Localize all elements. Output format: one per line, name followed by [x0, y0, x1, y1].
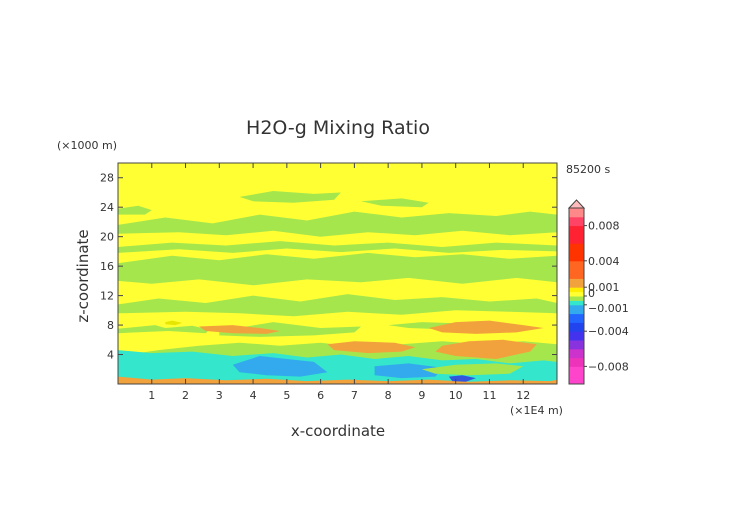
colorbar-band [569, 225, 584, 244]
plot-frame [117, 162, 558, 385]
x-tick-label: 10 [449, 389, 463, 402]
y-tick-label: 8 [107, 319, 114, 332]
colorbar-band [569, 331, 584, 341]
contour-region-6 [118, 241, 557, 253]
contour-regions [118, 191, 557, 384]
x-tick-label: 6 [317, 389, 324, 402]
colorbar-band [569, 366, 584, 385]
chart-title: H2O-g Mixing Ratio [246, 117, 430, 139]
colorbar-band [569, 278, 584, 288]
x-axis-label: x-coordinate [291, 422, 385, 440]
x-tick-label: 8 [385, 389, 392, 402]
x-tick-label: 12 [516, 389, 530, 402]
colorbar-band [569, 300, 584, 306]
x-tick-label: 7 [351, 389, 358, 402]
colorbar-tick-label: 0.001 [588, 281, 620, 294]
contour-region-14 [421, 363, 524, 376]
x-axis-ticks: 1 2 3 4 5 6 7 8 9 10 11 12 [148, 163, 530, 402]
contour-region-20 [165, 320, 183, 326]
colorbar-band [569, 216, 584, 227]
y-tick-label: 24 [100, 201, 114, 214]
colorbar-band [569, 313, 584, 323]
y-tick-label: 4 [107, 349, 114, 362]
contour-region-7 [239, 191, 341, 203]
colorbar-band [569, 296, 584, 301]
colorbar-band [569, 348, 584, 359]
colorbar-tick-label: 0.008 [588, 220, 620, 233]
contour-region-16 [327, 341, 416, 354]
colorbar-band [569, 260, 584, 279]
contour-region-15 [199, 325, 281, 334]
contour-region-18 [428, 320, 544, 334]
contour-region-5 [118, 211, 557, 237]
colorbar-tick-label: −0.008 [588, 360, 629, 373]
contour-region-3 [118, 294, 557, 317]
y-tick-label: 16 [100, 260, 114, 273]
x-tick-label: 5 [283, 389, 290, 402]
x-tick-label: 3 [216, 389, 223, 402]
contour-region-4 [118, 252, 557, 286]
x-tick-label: 11 [482, 389, 496, 402]
contour-region-19 [118, 376, 557, 384]
y-tick-label: 28 [100, 172, 114, 185]
colorbar-band [569, 287, 584, 293]
y-unit-label: (×1000 m) [57, 139, 117, 152]
plot-area [117, 162, 558, 385]
colorbar-tick-label: −0.001 [588, 302, 629, 315]
colorbar-tick-label: 0 [588, 287, 595, 300]
contour-region-0 [118, 325, 210, 334]
contour-region-12 [232, 356, 328, 377]
time-label: 85200 s [566, 163, 610, 176]
x-tick-label: 4 [250, 389, 257, 402]
contour-region-8 [361, 198, 429, 208]
colorbar-extend-arrow [567, 199, 586, 209]
colorbar-band [569, 340, 584, 350]
colorbar-band [569, 208, 584, 218]
y-tick-label: 20 [100, 231, 114, 244]
colorbar-tick-label: 0.004 [588, 255, 620, 268]
contour-region-11 [118, 350, 557, 384]
x-unit-label: (×1E4 m) [510, 404, 563, 417]
x-tick-label: 1 [148, 389, 155, 402]
contour-region-13 [374, 363, 443, 379]
colorbar-band [569, 357, 584, 367]
x-tick-label: 2 [182, 389, 189, 402]
y-tick-label: 12 [100, 290, 114, 303]
y-axis-ticks: 4 8 12 16 20 24 28 [100, 172, 557, 362]
contour-region-9 [118, 205, 152, 215]
contour-region-17 [435, 339, 537, 359]
colorbar-tick-label: −0.004 [588, 325, 629, 338]
colorbar-band [569, 322, 584, 332]
colorbar-band [569, 291, 584, 297]
colorbar-band [569, 243, 584, 262]
colorbar-band [569, 304, 584, 315]
y-axis-label: z-coordinate [74, 229, 92, 322]
x-tick-label: 9 [418, 389, 425, 402]
